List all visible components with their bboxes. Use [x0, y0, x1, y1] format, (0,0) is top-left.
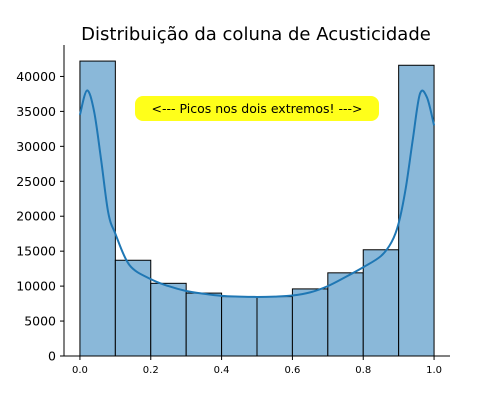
x-tick-label: 0.2: [143, 365, 159, 376]
y-tick-label: 5000: [24, 314, 56, 329]
y-tick-label: 20000: [16, 209, 56, 224]
annotation-text: <--- Picos nos dois extremos! --->: [152, 101, 363, 116]
x-tick-label: 1.0: [426, 365, 442, 376]
y-tick-label: 15000: [16, 244, 56, 259]
histogram-bar-0: [79, 60, 116, 357]
kde-curve: [78, 89, 436, 298]
y-tick-label: 25000: [16, 174, 56, 189]
histogram-bar-3: [185, 292, 223, 357]
y-tick-label: 35000: [16, 104, 56, 119]
y-tick-label: 30000: [16, 139, 56, 154]
annotation-box: [135, 96, 379, 121]
y-tick-label: 0: [48, 349, 56, 364]
x-tick-label: 0.4: [214, 365, 230, 376]
y-tick-label: 40000: [16, 69, 56, 84]
x-tick-label: 0.8: [355, 365, 371, 376]
histogram-bar-2: [150, 282, 187, 357]
histogram-bar-6: [291, 288, 329, 357]
histogram-bars: [79, 60, 435, 357]
histogram-bar-5: [256, 296, 293, 357]
annotation: <--- Picos nos dois extremos! --->: [135, 96, 379, 121]
x-axis: 0.0 0.2 0.4 0.6 0.8 1.0: [64, 355, 450, 376]
y-axis: 0 5000 10000 15000 20000 25000 30000 35000 40000: [16, 45, 65, 364]
histogram-bar-4: [221, 296, 258, 357]
histogram-bar-8: [362, 249, 400, 357]
histogram-bar-1: [114, 259, 152, 357]
x-tick-label: 0.0: [72, 365, 88, 376]
chart-title: Distribuição da coluna de Acusticidade: [81, 24, 431, 45]
x-tick-label: 0.6: [284, 365, 300, 376]
y-tick-label: 10000: [16, 279, 56, 294]
histogram-bar-7: [327, 272, 364, 357]
